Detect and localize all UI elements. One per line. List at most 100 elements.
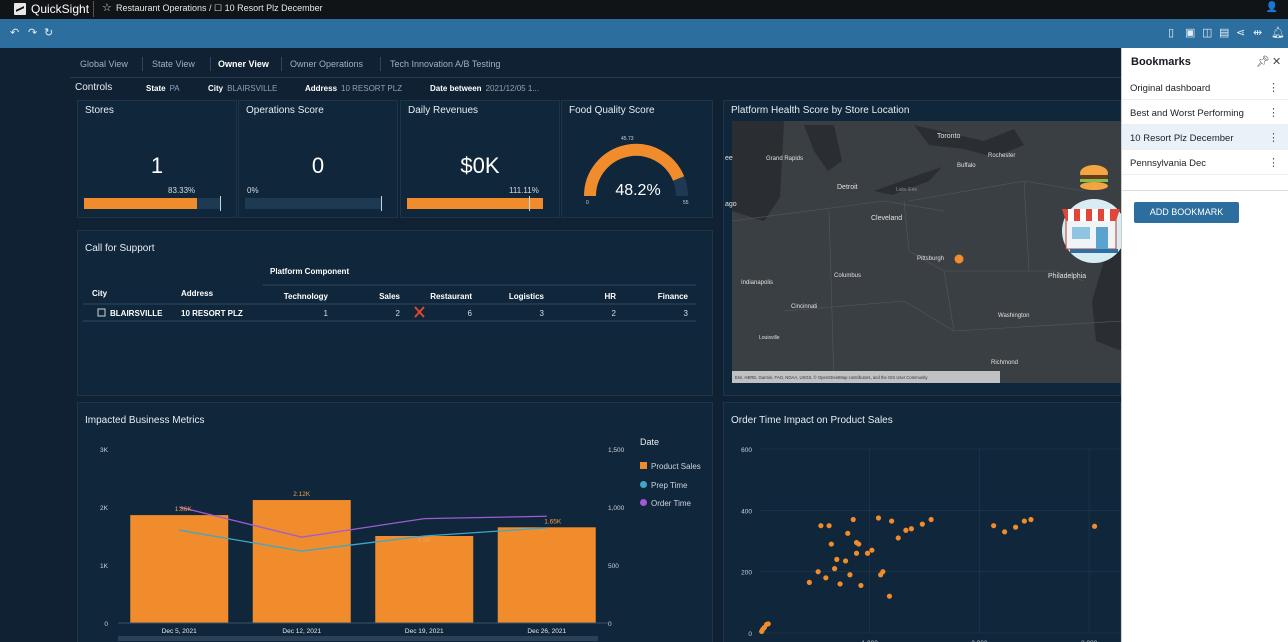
y-tick-label: 400 [741, 508, 752, 515]
map-panel[interactable]: Platform Health Score by Store Location … [723, 100, 1121, 396]
legend-label: Product Sales [651, 462, 701, 471]
date-control[interactable]: Date between 2021/12/05 1... [430, 84, 539, 93]
call-for-support-panel[interactable]: Call for Support Platform Component City… [77, 230, 713, 396]
share-icon[interactable]: ⋖ [1236, 27, 1246, 39]
tab-owner-view[interactable]: Owner View [218, 59, 269, 69]
controls-bar: Controls State PA City BLAIRSVILLE Address… [70, 78, 1121, 100]
col-header-address[interactable]: Address [181, 289, 214, 298]
app-brand[interactable]: QuickSight [31, 2, 90, 16]
scatter-point [908, 526, 914, 532]
legend-label: Order Time [651, 499, 692, 508]
y-tick-label: 2K [100, 505, 109, 512]
more-options-icon[interactable]: ⋮ [1268, 157, 1279, 169]
close-icon[interactable]: ✕ [1272, 56, 1282, 68]
gauge-food-quality[interactable]: Food Quality Score 45.73 0 55 48.2% [561, 100, 713, 218]
scatter-point [1012, 524, 1019, 530]
city-control-label: City [208, 84, 224, 93]
data-label: 2.12K [293, 491, 311, 498]
scatter-point [880, 569, 886, 575]
row-expand-checkbox[interactable] [97, 308, 106, 317]
map-svg[interactable]: Toronto Rochester Buffalo Grand Rapids D… [724, 101, 1121, 397]
add-bookmark-button[interactable]: ADD BOOKMARK [1134, 202, 1239, 223]
legend-item-prep-time[interactable]: Prep Time [640, 481, 687, 490]
col-header-restaurant[interactable]: Restaurant [430, 292, 472, 301]
tab-global-view[interactable]: Global View [80, 59, 128, 69]
cell-sales: 2 [396, 309, 401, 318]
more-options-icon[interactable]: ⋮ [1268, 82, 1279, 94]
lake-erie [874, 167, 942, 195]
y-tick-label: 3K [100, 447, 109, 454]
kpi-operations-score[interactable]: Operations Score 0 0% [238, 100, 398, 218]
fit-width-icon[interactable]: ⇹ [1253, 27, 1263, 39]
bookmarks-title: Bookmarks [1131, 56, 1191, 68]
favorite-star-icon[interactable]: ☆ [102, 2, 112, 14]
controls-title[interactable]: Controls [75, 82, 113, 93]
breadcrumb[interactable]: Restaurant Operations / ☐ 10 Resort Plz … [116, 3, 323, 13]
gauge-target-label: 45.73 [621, 136, 634, 142]
address-control[interactable]: Address 10 RESORT PLZ [305, 84, 402, 93]
save-icon[interactable]: ▤ [1219, 27, 1230, 39]
kpi-value: 1 [150, 153, 164, 178]
scatter-point [828, 541, 834, 547]
tab-tech-innovation[interactable]: Tech Innovation A/B Testing [390, 59, 501, 69]
city-control[interactable]: City BLAIRSVILLE [208, 84, 277, 93]
scatter-point [826, 523, 832, 529]
state-control[interactable]: State PA [146, 84, 180, 93]
state-control-label: State [146, 84, 166, 93]
tab-owner-operations[interactable]: Owner Operations [290, 59, 364, 69]
bookmarks-panel: Bookmarks 📌︎ ✕ Original dashboard ⋮ Best … [1121, 48, 1288, 642]
scatter-point [845, 530, 851, 536]
y2-tick-label: 0 [608, 621, 612, 628]
cell-city: BLAIRSVILLE [110, 309, 163, 318]
scatter-point [850, 516, 856, 523]
store-location-marker[interactable] [954, 254, 964, 264]
col-header-sales[interactable]: Sales [379, 292, 400, 301]
gauge-value: 48.2% [615, 182, 660, 199]
quicksight-logo-icon[interactable] [14, 3, 26, 15]
bookmark-label: 10 Resort Plz December [1130, 133, 1234, 144]
more-options-icon[interactable]: ⋮ [1268, 132, 1279, 144]
bookmark-item[interactable]: Original dashboard ⋮ [1122, 75, 1288, 100]
share-screen-icon[interactable]: ▣ [1185, 27, 1196, 39]
dataset-icon[interactable]: ◫ [1202, 27, 1213, 39]
dashboard-canvas: Stores 1 83.33% Operations Score 0 0% Da… [70, 100, 1121, 642]
city-control-value: BLAIRSVILLE [227, 84, 278, 93]
tab-state-view[interactable]: State View [152, 59, 195, 69]
bar-chart-svg: 0 1K 2K 3K 0 500 1,000 1,500 Dec 5, 2021 Dec 12, … [100, 447, 625, 641]
x-tick-label: 2,000 [971, 640, 988, 642]
address-control-label: Address [305, 84, 338, 93]
bookmark-item-selected[interactable]: 10 Resort Plz December ⋮ [1122, 125, 1288, 150]
map-label: Toronto [937, 133, 960, 140]
col-header-technology[interactable]: Technology [284, 292, 329, 301]
col-header-logistics[interactable]: Logistics [509, 292, 545, 301]
pin-icon[interactable]: 📌︎ [1256, 56, 1270, 68]
col-header-finance[interactable]: Finance [658, 292, 689, 301]
map-label: ago [725, 201, 737, 208]
legend-item-product-sales[interactable]: Product Sales [640, 462, 701, 471]
kpi-progress-bar [84, 198, 197, 209]
impacted-business-metrics-panel[interactable]: Impacted Business Metrics 0 1K 2K 3K 0 500 1,0… [77, 402, 713, 642]
redo-icon[interactable]: ↷ [28, 27, 38, 39]
bookmark-item[interactable]: Pennsylvania Dec ⋮ [1122, 150, 1288, 175]
bookmark-item[interactable]: Best and Worst Performing ⋮ [1122, 100, 1288, 125]
kpi-daily-revenues[interactable]: Daily Revenues $0K 111.11% [400, 100, 560, 218]
lake-huron [804, 125, 842, 171]
kpi-stores[interactable]: Stores 1 83.33% [77, 100, 237, 218]
bookmarks-divider [1122, 190, 1288, 191]
scatter-point [806, 579, 812, 585]
more-options-icon[interactable]: ⋮ [1268, 107, 1279, 119]
scatter-point [895, 535, 901, 541]
bookmark-icon[interactable]: ▯ [1168, 27, 1175, 39]
user-icon[interactable]: 👤 [1265, 2, 1278, 13]
tab-divider [142, 57, 143, 71]
legend-item-order-time[interactable]: Order Time [640, 499, 691, 508]
kpi-percent: 83.33% [168, 186, 196, 195]
col-header-hr[interactable]: HR [604, 292, 616, 301]
data-label: 1.65K [544, 518, 562, 525]
order-time-impact-panel[interactable]: Order Time Impact on Product Sales 0 200 4… [723, 402, 1121, 642]
reset-icon[interactable]: ↻ [44, 27, 54, 39]
undo-icon[interactable]: ↶ [10, 27, 20, 39]
col-header-city[interactable]: City [92, 289, 108, 298]
notification-bell-icon[interactable]: 🔔︎ [1271, 27, 1285, 39]
map-label: Buffalo [957, 163, 976, 169]
